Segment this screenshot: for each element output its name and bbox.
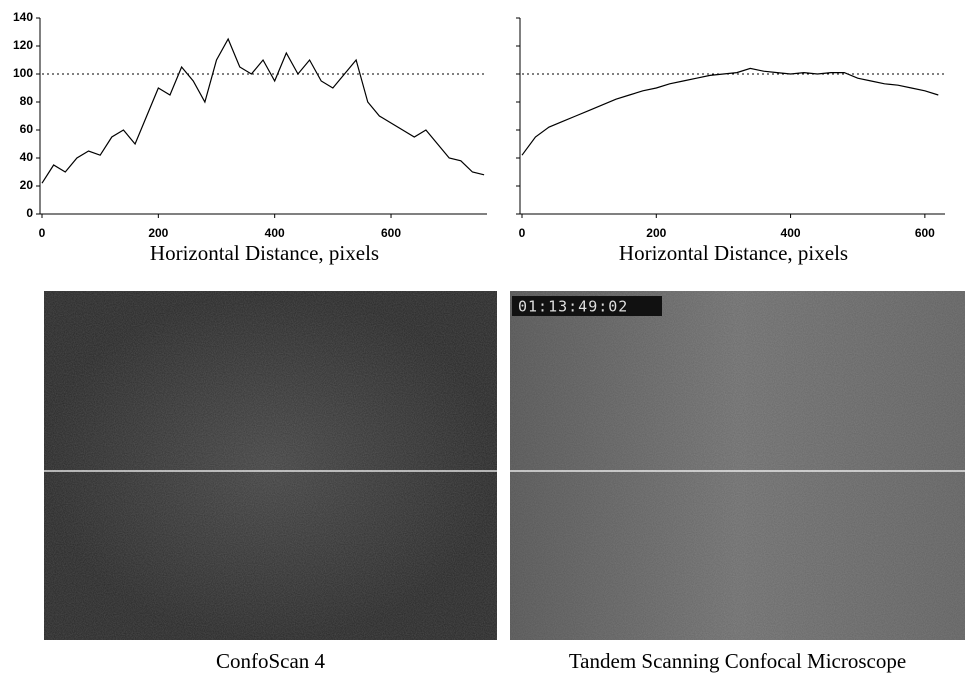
- y-tick-label: 120: [13, 38, 33, 52]
- micrograph-shading: [44, 291, 497, 640]
- y-tick-label: 40: [20, 150, 34, 164]
- micrograph-shading: [510, 291, 965, 640]
- x-tick-label: 0: [519, 226, 526, 240]
- x-tick-label: 400: [265, 226, 285, 240]
- x-axis-label: Horizontal Distance, pixels: [150, 241, 379, 265]
- x-tick-label: 600: [915, 226, 935, 240]
- x-tick-label: 200: [148, 226, 168, 240]
- y-tick-label: 100: [13, 66, 33, 80]
- x-tick-label: 200: [646, 226, 666, 240]
- y-tick-label: 0: [26, 206, 33, 220]
- y-tick-label: 80: [20, 94, 34, 108]
- data-line: [41, 37, 485, 184]
- x-tick-label: 600: [381, 226, 401, 240]
- x-tick-label: 0: [39, 226, 46, 240]
- x-axis-label: Horizontal Distance, pixels: [619, 241, 848, 265]
- data-line: [521, 67, 939, 156]
- y-tick-label: 60: [20, 122, 34, 136]
- caption: ConfoScan 4: [216, 649, 326, 673]
- y-tick-label: 140: [13, 10, 33, 24]
- timestamp-box: [512, 296, 662, 316]
- x-tick-label: 400: [781, 226, 801, 240]
- caption: Tandem Scanning Confocal Microscope: [569, 649, 906, 673]
- timestamp: 01:13:49:02: [518, 298, 628, 316]
- y-tick-label: 20: [20, 178, 34, 192]
